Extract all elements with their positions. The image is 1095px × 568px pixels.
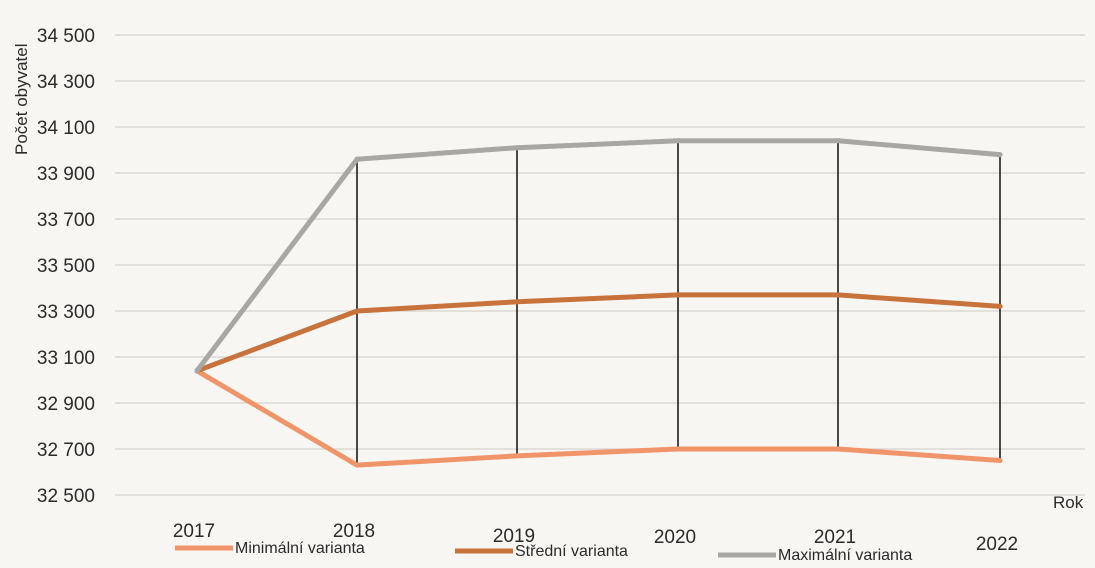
data-point: [835, 292, 841, 298]
data-point: [675, 138, 681, 144]
x-tick-label: 2022: [976, 534, 1018, 555]
x-axis-ticks: 2017 2018 2019 2020 2021 2022: [173, 521, 1018, 555]
series-lines: [194, 138, 1003, 468]
y-tick-label: 34 300: [37, 72, 95, 93]
x-tick-label: 2017: [173, 521, 215, 542]
y-tick-label: 32 700: [37, 440, 95, 461]
data-point: [354, 156, 360, 162]
x-tick-label: 2018: [333, 521, 375, 542]
data-point: [997, 458, 1003, 463]
data-point: [514, 299, 520, 305]
y-tick-label: 33 300: [37, 302, 95, 323]
y-axis-title: Počet obyvatel: [12, 43, 31, 155]
series-line-minimalni-varianta: [194, 368, 1003, 468]
y-tick-label: 32 500: [37, 486, 95, 507]
data-point: [354, 462, 360, 468]
data-point: [997, 303, 1003, 309]
y-tick-label: 34 500: [37, 26, 95, 47]
series-line-maximalni-varianta: [194, 138, 1003, 374]
legend-label: Maximální varianta: [778, 547, 912, 564]
x-tick-label: 2021: [814, 527, 856, 548]
data-point: [194, 368, 200, 374]
x-axis-title: Rok: [1053, 493, 1084, 512]
y-axis-ticks: 32 500 32 700 32 900 33 100 33 300 33 500 33 7…: [37, 26, 95, 507]
y-tick-label: 33 700: [37, 210, 95, 231]
y-tick-label: 33 900: [37, 164, 95, 185]
data-point: [997, 152, 1003, 158]
data-point: [675, 292, 681, 298]
data-point: [514, 145, 520, 151]
data-point: [354, 308, 360, 314]
y-tick-label: 34 100: [37, 118, 95, 139]
y-tick-label: 33 500: [37, 256, 95, 277]
y-tick-label: 33 100: [37, 348, 95, 369]
x-tick-label: 2019: [493, 526, 535, 547]
y-tick-label: 32 900: [37, 394, 95, 415]
legend-label: Střední varianta: [515, 543, 628, 560]
series-line-stredni-varianta: [194, 292, 1003, 374]
data-point: [514, 453, 520, 459]
data-point: [835, 138, 841, 144]
gridlines: [115, 34, 1085, 496]
legend: Minimální varianta Střední varianta Maximá…: [175, 540, 912, 564]
data-point: [835, 446, 841, 452]
data-point: [675, 446, 681, 452]
x-tick-label: 2020: [654, 527, 696, 548]
legend-label: Minimální varianta: [235, 540, 365, 557]
